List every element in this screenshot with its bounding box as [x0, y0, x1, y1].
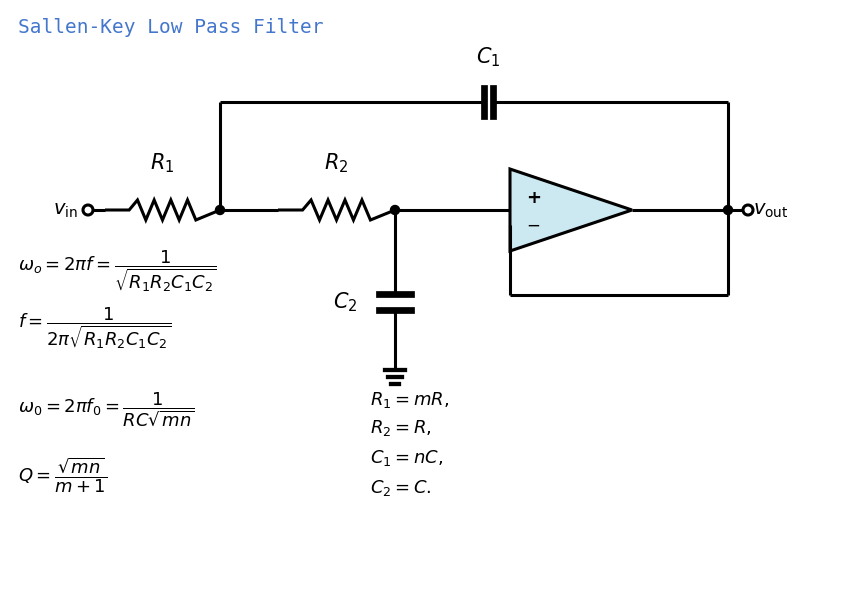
- Text: $R_1 = mR,$: $R_1 = mR,$: [370, 390, 449, 410]
- Text: $R_2$: $R_2$: [324, 151, 349, 175]
- Text: $Q = \dfrac{\sqrt{mn}}{m+1}$: $Q = \dfrac{\sqrt{mn}}{m+1}$: [18, 455, 107, 495]
- Text: $v_{\rm in}$: $v_{\rm in}$: [53, 201, 78, 220]
- Polygon shape: [510, 169, 632, 251]
- Text: $\omega_0 = 2\pi f_0 = \dfrac{1}{RC\sqrt{mn}}$: $\omega_0 = 2\pi f_0 = \dfrac{1}{RC\sqrt…: [18, 390, 195, 428]
- Text: $C_2 = C.$: $C_2 = C.$: [370, 478, 431, 498]
- Text: $R_2 = R,$: $R_2 = R,$: [370, 418, 431, 438]
- Text: +: +: [526, 189, 541, 207]
- Circle shape: [391, 206, 399, 214]
- Text: Sallen-Key Low Pass Filter: Sallen-Key Low Pass Filter: [18, 18, 323, 37]
- Circle shape: [723, 206, 733, 214]
- Text: $v_{\rm out}$: $v_{\rm out}$: [753, 201, 789, 220]
- Circle shape: [83, 205, 93, 215]
- Text: $f = \dfrac{1}{2\pi\sqrt{R_1 R_2 C_1 C_2}}$: $f = \dfrac{1}{2\pi\sqrt{R_1 R_2 C_1 C_2…: [18, 305, 172, 351]
- Circle shape: [215, 206, 225, 214]
- Text: $-$: $-$: [526, 216, 540, 234]
- Circle shape: [743, 205, 753, 215]
- Text: $\omega_o = 2\pi f = \dfrac{1}{\sqrt{R_1 R_2 C_1 C_2}}$: $\omega_o = 2\pi f = \dfrac{1}{\sqrt{R_1…: [18, 248, 217, 294]
- Text: $R_1$: $R_1$: [151, 151, 174, 175]
- Text: $C_1 = nC,$: $C_1 = nC,$: [370, 448, 443, 468]
- Text: $C_1$: $C_1$: [476, 45, 500, 69]
- Text: $C_2$: $C_2$: [333, 290, 357, 314]
